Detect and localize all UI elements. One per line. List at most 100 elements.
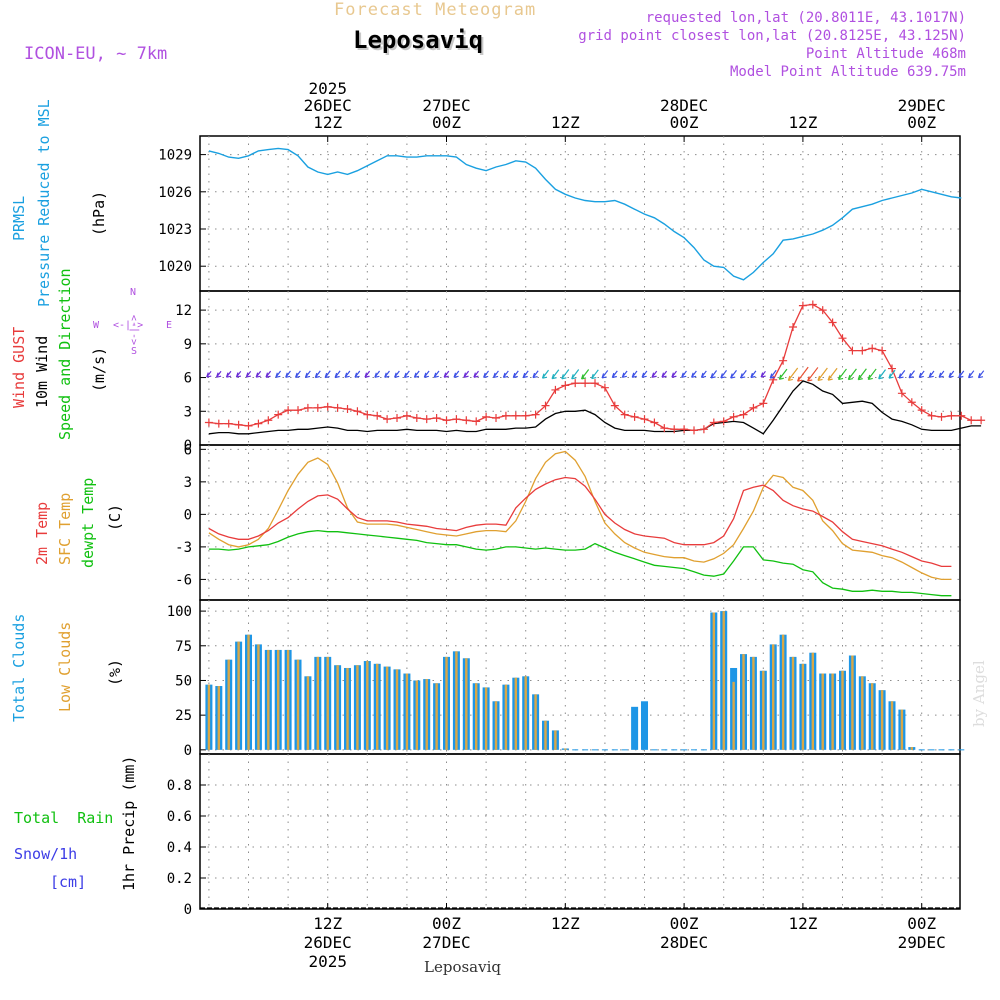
pressure-line [208, 147, 962, 281]
wind-arrow-head [601, 373, 607, 379]
wind-arrow-head [591, 373, 597, 380]
wind-arrow-head [354, 372, 360, 378]
wind-arrow-head [334, 372, 340, 379]
wind-arrow-head [928, 372, 934, 378]
low-cloud-bar [484, 687, 488, 750]
wind-arrow-head [463, 372, 469, 378]
low-cloud-bar [910, 747, 914, 750]
top-time-label: 00Z [670, 113, 699, 132]
gust-marker [610, 401, 619, 410]
low-cloud-bar [841, 670, 844, 750]
pressure-panel-frame [199, 135, 961, 292]
wind-direction-arrow [847, 368, 857, 380]
gust-marker [541, 401, 550, 410]
low-cloud-bar [415, 680, 419, 750]
wind-arrow-head [769, 373, 775, 379]
gust-marker [313, 403, 322, 412]
y-tick-label: 1020 [158, 259, 192, 275]
low-cloud-bar [455, 651, 458, 750]
gust-marker [808, 300, 817, 309]
bottom-time-label: 2025 [308, 952, 347, 971]
compass-ns: <-|-> [129, 314, 140, 345]
low-cloud-bar [366, 661, 369, 750]
top-time-label: 26DEC [304, 96, 352, 115]
wind-arrow-head [324, 372, 330, 379]
gust-marker [492, 414, 501, 423]
wind-arrow-head [502, 372, 509, 378]
top-time-label: 27DEC [422, 96, 470, 115]
y-tick-label: 0.2 [167, 871, 192, 887]
gust-marker [452, 415, 461, 424]
y-tick-label: 12 [175, 303, 192, 319]
bottom-time-label: 28DEC [660, 933, 708, 952]
wind-arrow-head [265, 372, 271, 378]
low-cloud-bar [395, 669, 399, 750]
credit-watermark: by Angel [970, 660, 988, 727]
low-cloud-bar [217, 686, 221, 750]
data-marks [200, 147, 986, 909]
gust-marker [927, 411, 936, 420]
wind-arrow-head [275, 372, 281, 378]
wind-arrow-head [532, 372, 538, 379]
bottom-time-label: 12Z [788, 914, 817, 933]
low-cloud-bar [286, 649, 290, 750]
gust-marker [402, 411, 411, 420]
low-cloud-bar [435, 683, 438, 750]
gust-marker [719, 417, 728, 426]
wind-unit: (m/s) [90, 346, 108, 392]
gust-marker [323, 402, 332, 411]
cloud-unit: (%) [106, 658, 124, 686]
y-tick-label: 0.4 [167, 840, 192, 856]
wind-direction-arrow [857, 368, 867, 380]
point-altitude: Point Altitude 468m [805, 46, 966, 62]
gust-marker [699, 425, 708, 434]
gust-marker [858, 346, 867, 355]
wind-arrow-head [413, 372, 420, 378]
low-cloud-bar [346, 667, 349, 750]
wind-arrow-head [857, 374, 863, 381]
gust-marker [383, 415, 392, 424]
gust-marker [650, 418, 659, 427]
precip-panel-frame [199, 753, 961, 910]
wind-arrow-head [225, 372, 232, 378]
wind-arrow-head [580, 374, 587, 380]
gust-marker [561, 381, 570, 390]
wind-arrow-head [561, 374, 567, 380]
wind-arrow-head [216, 372, 222, 378]
wind-arrow-head [918, 372, 924, 378]
wind-arrow-head [740, 373, 746, 379]
wind-arrow-head [621, 372, 627, 378]
gust-marker [709, 418, 718, 427]
wind-direction-arrow [787, 367, 799, 381]
wind-arrow-head [710, 373, 716, 379]
wind-arrow-head [314, 372, 320, 379]
total-cloud-bar [641, 701, 649, 750]
gust-marker [363, 410, 372, 419]
wind-arrow-head [787, 375, 793, 381]
low-cloud-bar [326, 656, 329, 750]
wind-arrow-head [403, 372, 410, 378]
wind-arrow-head [522, 372, 528, 379]
wind-arrow-head [541, 373, 548, 379]
y-tick-label: 1029 [158, 148, 192, 164]
wind-arrow-head [512, 372, 518, 379]
gust-marker [957, 411, 966, 420]
bottom-time-label: 00Z [670, 914, 699, 933]
gust-marker [888, 364, 897, 373]
low-cloud-bar [564, 748, 567, 750]
gust-marker [393, 414, 402, 423]
wind-arrow-head [551, 373, 557, 380]
wind-arrow-head [394, 372, 400, 378]
gust-marker [600, 383, 609, 392]
wind-gust-label: Wind GUST [10, 326, 28, 408]
top-time-label: 00Z [432, 113, 461, 132]
low-cloud-bar [336, 665, 339, 750]
bottom-time-label: 29DEC [898, 933, 946, 952]
low-cloud-bar [385, 666, 389, 750]
low-cloud-bar [534, 694, 537, 750]
gust-marker [412, 414, 421, 423]
wind-arrow-head [631, 372, 637, 378]
wind-arrow-head [691, 372, 697, 378]
gust-line [208, 303, 982, 432]
total-clouds-label: Total Clouds [10, 613, 28, 722]
